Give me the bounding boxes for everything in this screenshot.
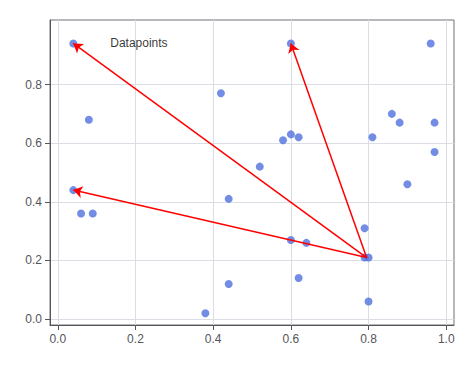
svg-text:0.0: 0.0	[49, 332, 66, 346]
svg-text:0.2: 0.2	[127, 332, 144, 346]
svg-text:0.8: 0.8	[360, 332, 377, 346]
svg-text:Datapoints: Datapoints	[110, 36, 167, 50]
svg-text:0.6: 0.6	[25, 136, 42, 150]
svg-text:0.4: 0.4	[205, 332, 222, 346]
svg-text:1.0: 1.0	[438, 332, 455, 346]
svg-text:0.2: 0.2	[25, 253, 42, 267]
svg-text:0.6: 0.6	[283, 332, 300, 346]
svg-text:0.0: 0.0	[25, 312, 42, 326]
svg-text:0.8: 0.8	[25, 78, 42, 92]
svg-text:0.4: 0.4	[25, 195, 42, 209]
